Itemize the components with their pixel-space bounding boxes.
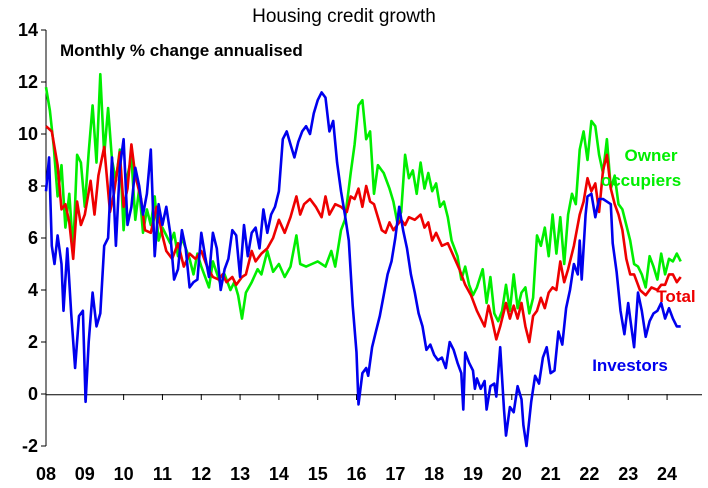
y-tick-label: 0 bbox=[28, 384, 38, 404]
y-tick-group: 14 12 10 8 6 4 2 0 -2 bbox=[18, 20, 46, 456]
y-tick-label: 12 bbox=[18, 72, 38, 92]
series-line-total bbox=[45, 125, 682, 344]
x-tick-label: 14 bbox=[269, 464, 289, 484]
series-label-owner-occupiers: Owner bbox=[625, 146, 678, 165]
x-tick-label: 11 bbox=[153, 464, 172, 484]
y-tick-label: -2 bbox=[22, 436, 38, 456]
y-tick-label: 6 bbox=[28, 228, 38, 248]
y-tick-label: 8 bbox=[28, 176, 38, 196]
axes bbox=[45, 30, 702, 446]
x-tick-label: 09 bbox=[75, 464, 95, 484]
x-tick-label: 19 bbox=[463, 464, 483, 484]
x-tick-label: 23 bbox=[618, 464, 638, 484]
x-tick-label: 22 bbox=[579, 464, 599, 484]
series-label-owner-occupiers: occupiers bbox=[601, 171, 681, 190]
x-tick-label: 20 bbox=[502, 464, 522, 484]
x-tick-label: 10 bbox=[114, 464, 134, 484]
series-label-total: Total bbox=[656, 287, 695, 306]
chart-subtitle: Monthly % change annualised bbox=[60, 41, 303, 60]
x-tick-label: 16 bbox=[347, 464, 367, 484]
x-tick-label: 12 bbox=[191, 464, 211, 484]
series-labels: Owner occupiers Total Investors bbox=[592, 146, 695, 375]
y-tick-label: 10 bbox=[18, 124, 38, 144]
x-tick-label: 24 bbox=[657, 464, 677, 484]
x-tick-label: 21 bbox=[541, 464, 561, 484]
series-lines bbox=[44, 72, 682, 448]
x-tick-label: 13 bbox=[230, 464, 250, 484]
y-tick-label: 2 bbox=[28, 332, 38, 352]
y-tick-label: 14 bbox=[18, 20, 38, 40]
x-tick-label: 15 bbox=[308, 464, 328, 484]
x-tick-label: 17 bbox=[385, 464, 405, 484]
series-label-investors: Investors bbox=[592, 356, 668, 375]
y-tick-label: 4 bbox=[28, 280, 38, 300]
x-tick-label: 08 bbox=[36, 464, 56, 484]
series-line-owner-occupiers bbox=[44, 72, 682, 323]
x-tick-label: 18 bbox=[424, 464, 444, 484]
x-tick-group: 08 09 10 11 12 13 14 15 16 17 18 19 20 21 22 23 24 bbox=[36, 394, 677, 484]
chart-title: Housing credit growth bbox=[252, 6, 436, 27]
series-line-investors bbox=[44, 91, 681, 448]
